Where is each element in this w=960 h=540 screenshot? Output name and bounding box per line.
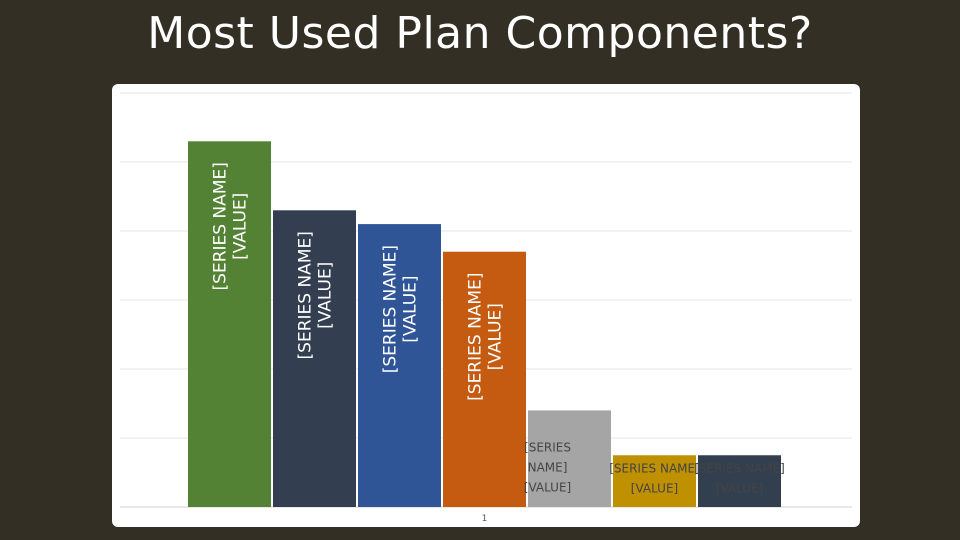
bar-data-label: [SERIES NAME] [VALUE] [380, 245, 420, 373]
bar-label-line: [VALUE] [230, 193, 250, 260]
bar-label-line: [VALUE] [400, 275, 420, 342]
bar-label-line: NAME] [528, 460, 568, 474]
bar-data-label: [SERIES NAME] [VALUE] [295, 231, 335, 359]
bar-data-label: [SERIES NAME] [VALUE] [465, 273, 505, 401]
bar-label-line: [SERIES NAME] [210, 162, 230, 290]
chart-title: Most Used Plan Components? [147, 8, 813, 59]
x-tick-label: 1 [482, 514, 488, 524]
bar [528, 410, 611, 507]
bar [698, 455, 781, 507]
bar-data-label: [SERIES NAME] [VALUE] [210, 162, 250, 290]
bar-label-line: [SERIES NAME] [295, 231, 315, 359]
bar-label-line: [VALUE] [524, 480, 571, 494]
chart-panel: [SERIES NAME] [VALUE] [SERIES NAME] [VALUE]… [112, 84, 860, 527]
bar-label-line: [SERIES NAME] [380, 245, 400, 373]
bar-label-line: [SERIES [524, 440, 571, 454]
bar-label-line: [VALUE] [315, 262, 335, 329]
bar-label-line: [SERIES NAME] [465, 273, 485, 401]
bar [443, 251, 526, 507]
bar [273, 210, 356, 508]
bar-label-line: [SERIES NAME] [609, 461, 700, 475]
bar [613, 455, 696, 507]
bar-label-line: [VALUE] [716, 481, 763, 495]
bar-label-line: [SERIES NAME] [694, 461, 785, 475]
bar-chart: [SERIES NAME] [VALUE][SERIES NAME] [VALUE]… [120, 92, 852, 524]
bar [358, 224, 441, 507]
bar [188, 141, 271, 508]
bar-label-line: [VALUE] [485, 303, 505, 370]
bar-label-line: [VALUE] [631, 481, 678, 495]
